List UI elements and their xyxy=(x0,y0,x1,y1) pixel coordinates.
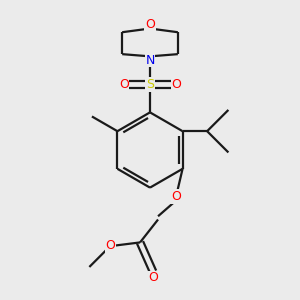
Text: S: S xyxy=(146,78,154,91)
Text: O: O xyxy=(171,78,181,91)
Text: O: O xyxy=(148,271,158,284)
Text: O: O xyxy=(145,18,155,31)
Text: O: O xyxy=(106,239,116,252)
Text: N: N xyxy=(145,53,155,67)
Text: O: O xyxy=(171,190,181,203)
Text: O: O xyxy=(119,78,129,91)
